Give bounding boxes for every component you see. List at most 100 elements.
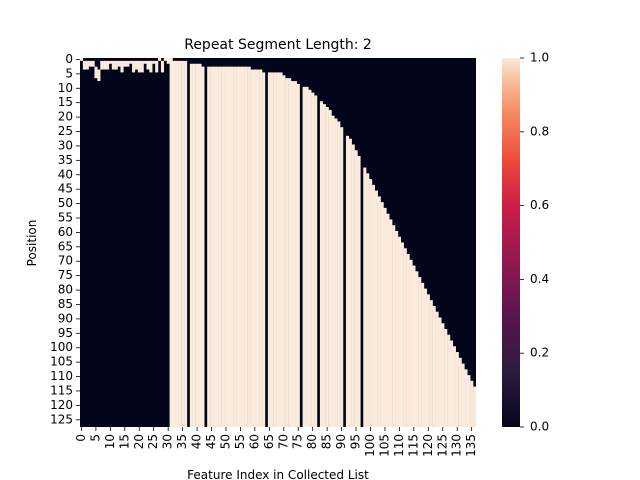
heatmap-column-58 [247, 66, 251, 427]
heatmap-column-88 [334, 118, 338, 427]
y-tick-label-40: 40 [58, 167, 73, 181]
heatmap-column-126 [444, 328, 448, 427]
x-tick-label-45: 45 [204, 434, 218, 449]
x-tick-label-0: 0 [74, 434, 88, 442]
heatmap-column-29 [163, 58, 167, 61]
heatmap-column-86 [328, 109, 332, 427]
heatmap-column-73 [291, 81, 295, 427]
heatmap-column-112 [403, 248, 407, 427]
x-tick-label-70: 70 [276, 434, 290, 449]
heatmap-column-115 [412, 265, 416, 427]
x-tick-label-95: 95 [349, 434, 363, 449]
x-tick-label-10: 10 [103, 434, 117, 449]
heatmap-column-15 [123, 60, 127, 67]
heatmap-column-107 [389, 219, 393, 427]
y-tick-label-110: 110 [50, 369, 73, 383]
heatmap-column-135 [470, 380, 474, 427]
x-tick-label-85: 85 [320, 434, 334, 449]
heatmap-column-17 [129, 60, 133, 64]
heatmap-column-93 [348, 138, 352, 427]
heatmap-column-105 [383, 207, 387, 427]
heatmap-column-31 [169, 58, 173, 427]
heatmap-column-128 [449, 340, 454, 427]
heatmap-column-75 [296, 83, 300, 427]
heatmap-column-79 [308, 89, 312, 427]
heatmap-column-36 [184, 60, 188, 427]
heatmap-column-10 [108, 60, 112, 64]
heatmap-column-131 [458, 357, 462, 427]
y-tick-label-15: 15 [58, 95, 73, 109]
heatmap-column-54 [236, 66, 240, 427]
heatmap-column-121 [429, 300, 433, 427]
colorbar-ticks: 0.0 0.2 0.4 0.6 0.8 1.0 [520, 51, 549, 434]
colorbar-tick-label-1.0: 1.0 [530, 51, 549, 65]
x-tick-label-130: 130 [450, 434, 464, 457]
heatmap-column-44 [207, 66, 211, 427]
y-tick-label-85: 85 [58, 297, 73, 311]
heatmap-column-22 [143, 60, 147, 64]
heatmap-column-12 [114, 60, 118, 70]
heatmap-column-129 [452, 346, 456, 427]
heatmap-column-41 [198, 63, 202, 427]
x-tick-label-115: 115 [406, 434, 420, 457]
heatmap-column-51 [227, 66, 231, 427]
heatmap-column-63 [262, 72, 266, 427]
colorbar-tick-label-0.2: 0.2 [530, 346, 549, 360]
heatmap-column-99 [366, 173, 370, 427]
x-tick-label-110: 110 [392, 434, 406, 457]
y-tick-label-105: 105 [50, 355, 73, 369]
heatmap-column-59 [250, 69, 254, 427]
heatmap-column-25 [152, 60, 156, 64]
heatmap-column-95 [354, 150, 358, 427]
heatmap-column-46 [212, 66, 217, 427]
y-tick-label-95: 95 [58, 326, 73, 340]
heatmap-column-55 [238, 66, 243, 427]
colorbar-tick-label-0.8: 0.8 [530, 124, 549, 138]
heatmap-column-94 [351, 144, 355, 427]
heatmap-column-26 [155, 60, 159, 73]
heatmap-column-38 [189, 63, 193, 427]
heatmap-column-90 [340, 127, 344, 427]
heatmap-column-5 [94, 66, 98, 79]
heatmap-column-35 [181, 60, 185, 427]
heatmap-column-101 [371, 184, 376, 427]
heatmap-column-124 [438, 317, 442, 427]
heatmap-column-87 [331, 115, 335, 427]
heatmap-column-52 [230, 66, 234, 427]
y-tick-label-70: 70 [58, 254, 73, 268]
y-tick-label-30: 30 [58, 138, 73, 152]
heatmap-column-96 [357, 156, 361, 427]
heatmap-column-40 [195, 63, 199, 427]
heatmap-column-133 [464, 369, 468, 427]
heatmap-column-104 [380, 202, 384, 427]
heatmap-column-23 [146, 60, 150, 70]
heatmap-column-125 [441, 323, 445, 427]
x-tick-label-25: 25 [146, 434, 160, 449]
heatmap-column-98 [363, 167, 367, 427]
heatmap-column-120 [426, 294, 430, 427]
heatmap-column-77 [302, 86, 306, 427]
colorbar-tick-label-0.6: 0.6 [530, 198, 549, 212]
x-tick-label-80: 80 [305, 434, 319, 449]
heatmap-column-56 [241, 66, 245, 427]
heatmap-column-2 [85, 60, 89, 70]
colorbar-tick-label-0.0: 0.0 [530, 420, 549, 434]
y-tick-label-0: 0 [65, 52, 73, 66]
heatmap-column-53 [233, 66, 237, 427]
heatmap-column-67 [273, 72, 277, 427]
x-tick-label-135: 135 [464, 434, 478, 457]
heatmap-column-117 [418, 277, 422, 427]
x-tick-label-20: 20 [132, 434, 146, 449]
heatmap-column-42 [201, 66, 205, 427]
heatmap-column-61 [256, 69, 260, 427]
y-tick-label-115: 115 [50, 383, 73, 397]
heatmap-column-72 [288, 78, 292, 427]
x-tick-label-90: 90 [334, 434, 348, 449]
y-tick-label-20: 20 [58, 110, 73, 124]
y-axis-ticks: 0510152025303540455055606570758085909510… [50, 52, 80, 426]
heatmap-column-50 [224, 66, 228, 427]
heatmap-column-18 [132, 60, 136, 73]
heatmap-column-6 [97, 69, 101, 82]
y-tick-label-80: 80 [58, 283, 73, 297]
